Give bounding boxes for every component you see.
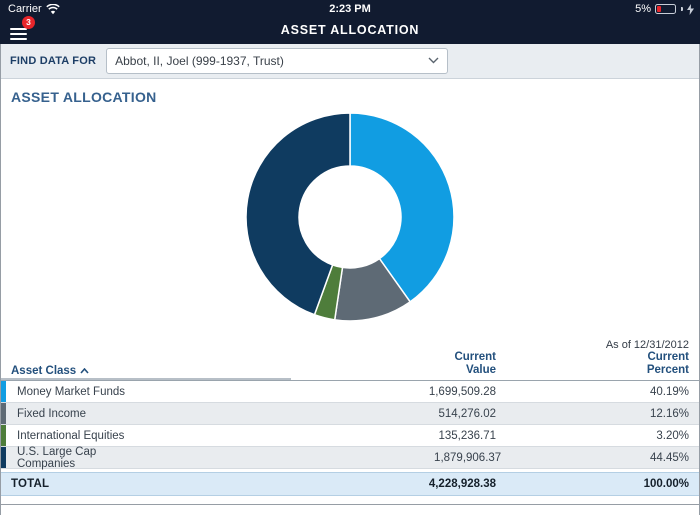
battery-nub (681, 7, 683, 11)
row-color-marker (1, 425, 6, 446)
battery-icon (655, 4, 676, 14)
current-value-cell: 1,879,906.37 (434, 451, 502, 464)
total-current-percent: 100.00% (643, 478, 689, 490)
find-data-label: FIND DATA FOR (10, 55, 97, 67)
column-header-current-value[interactable]: Current Value (454, 351, 496, 376)
sort-ascending-icon (80, 368, 89, 374)
row-color-marker (1, 447, 6, 468)
current-value-cell: 1,699,509.28 (428, 385, 496, 398)
current-value-cell: 135,236.71 (438, 429, 496, 442)
top-bar: Carrier 2:23 PM 5% (0, 0, 700, 44)
as-of-date: As of 12/31/2012 (605, 339, 689, 351)
asset-class-cell: Fixed Income (17, 407, 87, 420)
asset-class-cell: Money Market Funds (17, 385, 126, 398)
asset-allocation-donut-chart (1, 110, 699, 326)
current-percent-cell: 44.45% (649, 451, 689, 464)
table-row: International Equities 135,236.71 3.20% (1, 425, 699, 447)
column-header-asset-class[interactable]: Asset Class (1, 365, 89, 380)
current-value-cell: 514,276.02 (438, 407, 496, 420)
donut-slice (245, 112, 351, 316)
table-row: Money Market Funds 1,699,509.28 40.19% (1, 381, 699, 403)
asset-allocation-table: Asset Class Current Value Current Percen… (1, 351, 699, 496)
account-select-dropdown[interactable]: Abbot, II, Joel (999-1937, Trust) (106, 48, 449, 74)
notification-badge: 3 (22, 16, 35, 29)
hamburger-menu-button[interactable]: 3 (10, 16, 36, 43)
table-header-row: Asset Class Current Value Current Percen… (1, 351, 699, 381)
status-bar: Carrier 2:23 PM 5% (0, 0, 700, 20)
account-select-value: Abbot, II, Joel (999-1937, Trust) (115, 54, 284, 68)
nav-bar: 3 ASSET ALLOCATION (0, 16, 700, 44)
row-color-marker (1, 403, 6, 424)
page-title: ASSET ALLOCATION (280, 23, 420, 37)
chevron-down-icon (428, 57, 439, 64)
current-percent-cell: 12.16% (649, 407, 689, 420)
table-total-row: TOTAL 4,228,928.38 100.00% (1, 472, 699, 496)
wifi-icon (45, 3, 60, 15)
current-percent-cell: 3.20% (656, 429, 689, 442)
table-row: Fixed Income 514,276.02 12.16% (1, 403, 699, 425)
section-title: ASSET ALLOCATION (11, 89, 157, 105)
total-current-value: 4,228,928.38 (428, 478, 496, 490)
asset-class-cell: U.S. Large Cap Companies (17, 445, 97, 470)
donut-slice (349, 112, 455, 303)
battery-percent-label: 5% (635, 3, 651, 15)
total-label: TOTAL (11, 478, 50, 490)
row-color-marker (1, 381, 6, 402)
find-data-bar: FIND DATA FOR Abbot, II, Joel (999-1937,… (0, 44, 700, 79)
column-header-current-percent[interactable]: Current Percent (646, 351, 689, 376)
clock: 2:23 PM (329, 3, 371, 15)
sorted-column-underline (1, 378, 291, 380)
current-percent-cell: 40.19% (649, 385, 689, 398)
asset-class-cell: International Equities (17, 429, 125, 442)
donut-chart-svg (245, 112, 455, 322)
hamburger-icon (10, 27, 27, 41)
table-row: U.S. Large Cap Companies 1,879,906.37 44… (1, 445, 699, 470)
content-card: ASSET ALLOCATION As of 12/31/2012 Asset … (0, 44, 700, 515)
charging-bolt-icon (687, 3, 694, 15)
carrier-label: Carrier (8, 3, 42, 15)
